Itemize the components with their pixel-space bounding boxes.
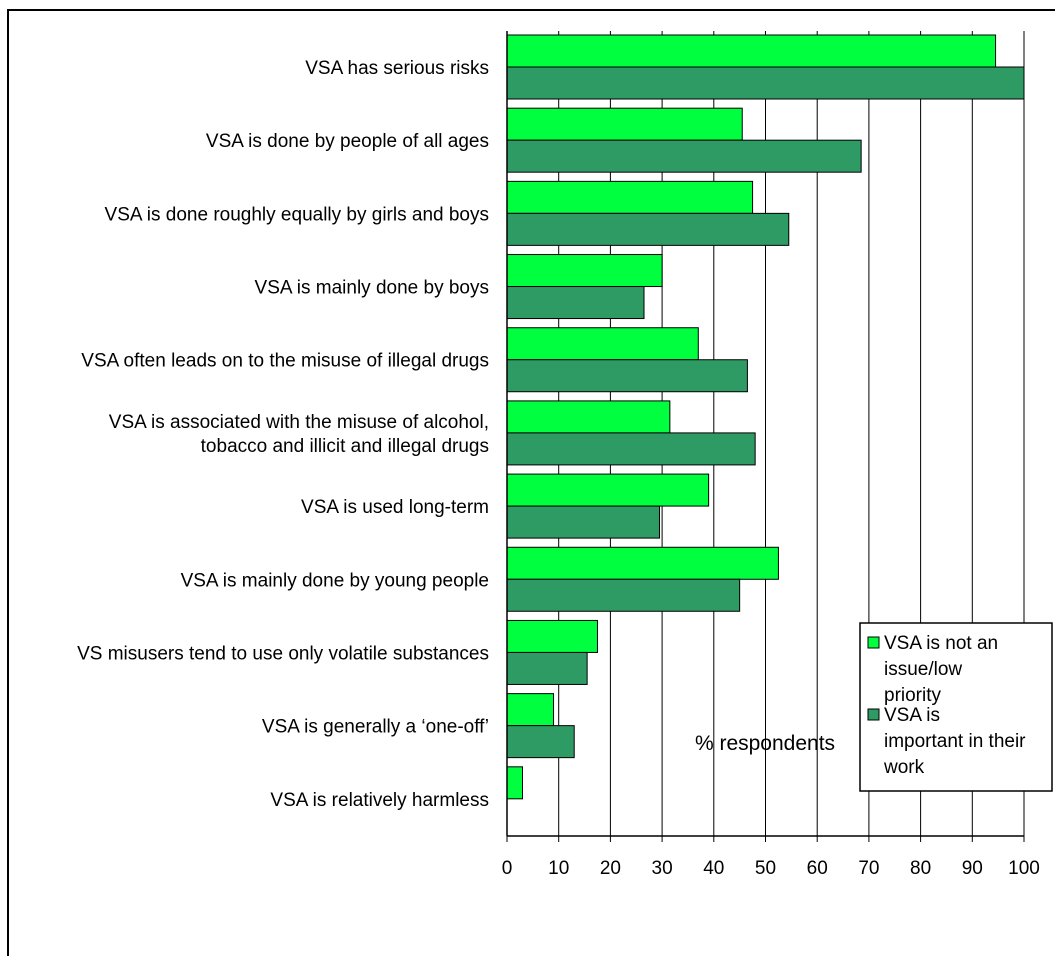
bar-2-7: [506, 505, 661, 539]
x-tick-label-100: 100: [1008, 858, 1040, 879]
tick-labels: 0 10 20 30 40 50 60 70 80 90 100: [502, 858, 1040, 879]
axes: [506, 31, 1025, 842]
bar-2-10: [506, 725, 575, 759]
bar-2-1: [506, 66, 1025, 100]
bar-2-5: [506, 359, 748, 393]
x-tick-label-60: 60: [807, 858, 828, 879]
legend-label-1-line-2: issue/low: [884, 659, 962, 680]
category-label-9: VS misusers tend to use only volatile su…: [77, 643, 489, 664]
legend-label-1-line-1: VSA is not an: [884, 633, 998, 654]
legend-label-2-line-1: VSA is: [884, 705, 940, 726]
x-tick-label-80: 80: [910, 858, 931, 879]
category-label-4: VSA is mainly done by boys: [255, 278, 489, 299]
category-label-7: VSA is used long-term: [301, 497, 489, 518]
bar-1-2: [506, 107, 743, 141]
legend-label-2-line-2: important in their: [884, 731, 1026, 752]
bar-1-5: [506, 327, 699, 361]
bar-1-9: [506, 619, 598, 653]
category-label-10: VSA is generally a ‘one-off’: [262, 717, 489, 738]
x-tick-label-10: 10: [548, 858, 569, 879]
legend-box: [859, 622, 1053, 792]
category-label-2: VSA is done by people of all ages: [206, 131, 489, 152]
x-tick-label-40: 40: [703, 858, 724, 879]
category-label-11: VSA is relatively harmless: [270, 790, 489, 811]
category-label-6-line-1: VSA is associated with the misuse of alc…: [109, 412, 489, 433]
legend-label-2-line-3: work: [883, 757, 925, 778]
x-axis-title: % respondents: [695, 732, 835, 755]
bar-2-4: [506, 286, 645, 320]
bar-2-8: [506, 578, 741, 612]
bar-1-10: [506, 693, 555, 727]
category-label-8: VSA is mainly done by young people: [181, 570, 489, 591]
x-tick-label-90: 90: [962, 858, 983, 879]
bar-2-9: [506, 651, 588, 685]
legend-swatch-2: [867, 708, 880, 721]
x-tick-label-0: 0: [502, 858, 513, 879]
category-label-6-line-2: tobacco and illicit and illegal drugs: [201, 436, 489, 457]
bar-1-8: [506, 546, 779, 580]
legend-swatch-1: [867, 636, 880, 649]
bar-2-3: [506, 212, 790, 246]
x-tick-label-20: 20: [600, 858, 621, 879]
category-label-3: VSA is done roughly equally by girls and…: [105, 204, 489, 225]
bar-1-4: [506, 254, 663, 288]
bar-2-6: [506, 432, 756, 466]
category-label-1: VSA has serious risks: [305, 58, 489, 79]
bar-1-3: [506, 180, 754, 214]
category-labels: VSA has serious risks VSA is done by peop…: [77, 58, 489, 811]
category-label-5: VSA often leads on to the misuse of ille…: [81, 351, 489, 372]
bar-1-11: [506, 766, 524, 800]
x-tick-label-30: 30: [652, 858, 673, 879]
bar-1-1: [506, 34, 997, 68]
bar-1-6: [506, 400, 671, 434]
bar-1-7: [506, 473, 710, 507]
bars: [506, 34, 1025, 800]
x-tick-label-70: 70: [858, 858, 879, 879]
bar-2-2: [506, 139, 862, 173]
legend-label-1-line-3: priority: [884, 685, 942, 706]
x-tick-label-50: 50: [755, 858, 776, 879]
